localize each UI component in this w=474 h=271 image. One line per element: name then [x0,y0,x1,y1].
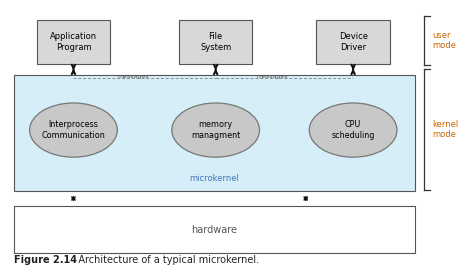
Text: hardware: hardware [191,225,237,235]
Text: messages: messages [117,74,148,79]
Text: Figure 2.14: Figure 2.14 [14,255,77,265]
Text: Architecture of a typical microkernel.: Architecture of a typical microkernel. [69,255,259,265]
Text: File
System: File System [200,32,231,52]
Text: Interprocess
Communication: Interprocess Communication [42,120,105,140]
Text: CPU
scheduling: CPU scheduling [331,120,375,140]
FancyBboxPatch shape [316,20,390,64]
Ellipse shape [29,103,117,157]
FancyBboxPatch shape [36,20,110,64]
Text: messages: messages [257,74,288,79]
Text: microkernel: microkernel [190,174,239,183]
FancyBboxPatch shape [14,75,415,191]
Ellipse shape [309,103,397,157]
FancyBboxPatch shape [14,206,415,253]
Text: memory
managment: memory managment [191,120,240,140]
FancyBboxPatch shape [179,20,252,64]
Text: user
mode: user mode [432,31,456,50]
Ellipse shape [172,103,259,157]
Text: Device
Driver: Device Driver [338,32,368,52]
Text: kernel
mode: kernel mode [432,120,458,139]
Text: Application
Program: Application Program [50,32,97,52]
